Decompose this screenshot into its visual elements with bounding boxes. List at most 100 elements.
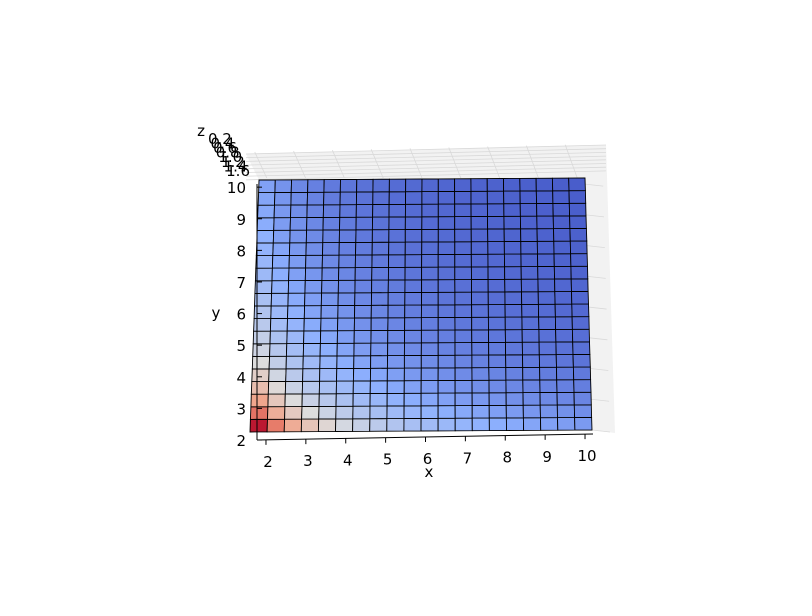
surface-cell [249, 418, 268, 433]
surface-cell [420, 392, 439, 407]
surface-cell [437, 329, 456, 344]
x-tick-label: 2 [263, 453, 273, 471]
y-tick-label: 8 [236, 242, 246, 260]
y-tick-label: 10 [227, 179, 246, 197]
surface-cell [337, 292, 356, 306]
surface-cell [486, 178, 505, 192]
surface-cell [470, 203, 488, 217]
surface-cell [454, 354, 473, 369]
surface-cell [520, 266, 539, 280]
surface-cell [319, 342, 338, 357]
surface-cell [536, 228, 555, 242]
surface-cell [470, 178, 488, 192]
surface-cell [301, 393, 320, 407]
surface-cell [555, 341, 574, 356]
surface-cell [274, 191, 292, 206]
surface-cell [420, 367, 439, 382]
x-gridline [370, 149, 384, 179]
surface-cell [504, 266, 522, 280]
surface-cell [421, 178, 439, 193]
surface-cell [301, 380, 321, 395]
surface-cell [339, 178, 358, 193]
surface-cell [403, 367, 422, 382]
surface-cell [388, 216, 406, 231]
surface-cell [353, 330, 372, 344]
surface-cell [352, 418, 371, 432]
surface-cell [336, 342, 355, 357]
surface-cell [568, 177, 586, 192]
surface-cell [371, 241, 390, 256]
surface-cell [569, 215, 587, 229]
surface-cell [471, 316, 489, 331]
z-tick-label: 0.8 [216, 144, 240, 162]
surface-cell [338, 254, 356, 269]
surface-cell [421, 254, 439, 268]
surface-cell [552, 190, 570, 204]
x-gridline [332, 150, 345, 179]
x-tick-label: 5 [383, 451, 393, 469]
surface-cell [285, 355, 304, 370]
surface-cell [319, 368, 338, 382]
surface-cell [553, 240, 572, 255]
surface-cell [487, 228, 505, 243]
surface-cell [321, 254, 340, 269]
surface-cell [454, 203, 472, 218]
surface-cell [286, 330, 305, 345]
surface-cell [355, 229, 373, 243]
surface-cell [573, 379, 592, 393]
surface-cell [269, 343, 288, 357]
surface-cell [540, 417, 559, 431]
surface-cell [454, 190, 472, 205]
surface-cell [302, 355, 321, 370]
surface-cell [319, 330, 338, 344]
back-pane [246, 145, 615, 433]
surface-cell [305, 229, 324, 244]
surface-cell [403, 342, 422, 356]
surface-cell [487, 266, 506, 280]
surface-cell [519, 203, 538, 217]
surface-cell [318, 380, 337, 395]
surface-cell [504, 329, 523, 343]
surface-cell [387, 304, 406, 319]
surface-cell [352, 405, 371, 420]
z-gridline [245, 152, 607, 162]
surface-cell [487, 215, 505, 230]
surface-cell [287, 305, 306, 319]
surface-cell [522, 404, 541, 419]
surface-cell [404, 203, 423, 218]
surface-cell [488, 367, 507, 381]
surface-cell [337, 304, 356, 319]
surface-cell [253, 318, 272, 332]
surface-cell [535, 190, 554, 204]
surface-cell [250, 393, 269, 408]
x-gridline [254, 151, 268, 179]
surface-cell [470, 241, 489, 255]
surface-cell [335, 418, 354, 432]
surface-cell [421, 203, 439, 218]
surface-cell [556, 379, 575, 393]
surface-cell [505, 366, 524, 381]
surface-cell [437, 342, 456, 356]
surface-cell [454, 392, 473, 407]
surface-cell [387, 342, 405, 357]
surface-cell [322, 242, 340, 256]
surface-cell [471, 354, 490, 369]
surface-cell [404, 254, 423, 268]
surface-cell [487, 253, 506, 268]
surface-cell [521, 341, 540, 356]
y-axis-ticks: 2 3 4 5 6 7 8 9 10 [227, 179, 262, 450]
surface-mesh [249, 177, 593, 433]
surface-cell [388, 178, 407, 193]
surface-cell [356, 178, 374, 193]
y-gridline [585, 214, 605, 218]
surface-cell [437, 279, 456, 293]
surface-cell [522, 392, 541, 406]
y-tick-label: 6 [236, 306, 246, 324]
surface-cell [537, 278, 556, 293]
surface-cell [554, 278, 572, 293]
y-gridline [590, 368, 609, 371]
z-axis-ticks: 1.61.41.21.00.80.60.40.2 [208, 130, 250, 180]
surface-cell [307, 179, 325, 193]
surface-cell [387, 292, 406, 306]
surface-cell [538, 328, 557, 343]
